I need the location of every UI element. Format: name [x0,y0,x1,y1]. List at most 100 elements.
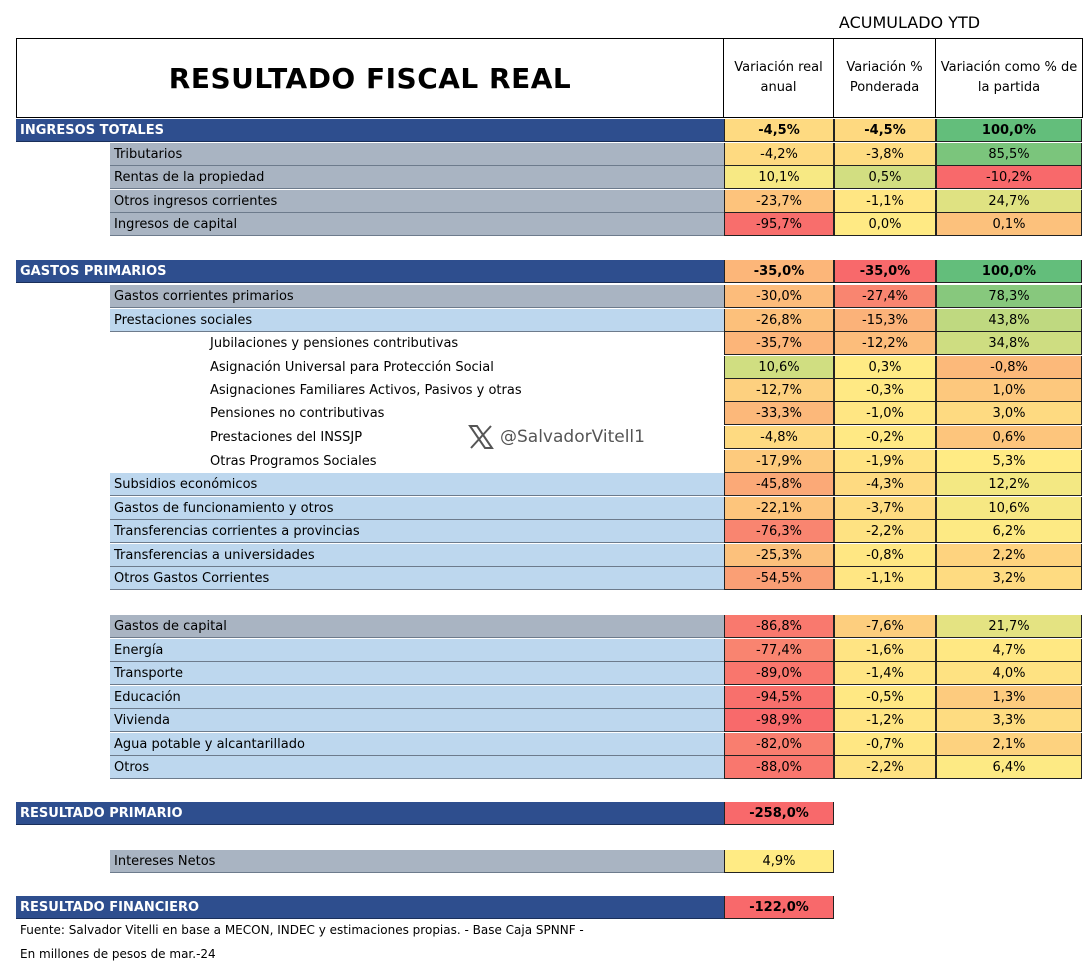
row-label: Intereses Netos [110,850,724,873]
table-row: Rentas de la propiedad 10,1% 0,5% -10,2% [0,166,1088,189]
table-row: Asignación Universal para Protección Soc… [0,356,1088,379]
value-weighted: -4,5% [834,119,936,142]
table-row: Gastos de funcionamiento y otros -22,1% -3… [0,497,1088,520]
value-weighted: -3,7% [834,497,936,520]
table-row: Gastos corrientes primarios -30,0% -27,4% 7… [0,285,1088,308]
value-weighted: -1,0% [834,402,936,425]
value-real-annual: -82,0% [724,733,834,756]
row-label: Vivienda [110,709,724,732]
value-real-annual: -12,7% [724,379,834,402]
page-title: RESULTADO FISCAL REAL [16,38,724,118]
table-row: INGRESOS TOTALES -4,5% -4,5% 100,0% [0,119,1088,142]
value-weighted: -1,4% [834,662,936,685]
value-weighted: -35,0% [834,260,936,283]
value-real-annual: -33,3% [724,402,834,425]
table-row: Otras Programos Sociales -17,9% -1,9% 5,3% [0,450,1088,473]
value-weighted: -0,8% [834,544,936,567]
row-label: INGRESOS TOTALES [16,119,724,142]
row-label: Transferencias corrientes a provincias [110,520,724,543]
value-real-annual: -26,8% [724,309,834,332]
table-row: RESULTADO FINANCIERO -122,0% [0,896,1088,919]
table-row: Asignaciones Familiares Activos, Pasivos… [0,379,1088,402]
value-real-annual: -17,9% [724,450,834,473]
row-label: Otros ingresos corrientes [110,190,724,213]
value-weighted: -15,3% [834,309,936,332]
value-weighted: 0,3% [834,356,936,379]
value-share: 2,2% [936,544,1082,567]
row-label: Tributarios [110,143,724,166]
value-weighted: -1,1% [834,190,936,213]
table-row: Prestaciones sociales -26,8% -15,3% 43,8% [0,309,1088,332]
value-share: 0,1% [936,213,1082,236]
value-share: 10,6% [936,497,1082,520]
value-share: 100,0% [936,119,1082,142]
row-label: Jubilaciones y pensiones contributivas [206,332,724,355]
row-label: Otros Gastos Corrientes [110,567,724,590]
row-label: Gastos de funcionamiento y otros [110,497,724,520]
row-label: Pensiones no contributivas [206,402,724,425]
value-share: 78,3% [936,285,1082,308]
value-real-annual: -94,5% [724,686,834,709]
value-weighted: -12,2% [834,332,936,355]
value-weighted: -1,6% [834,639,936,662]
column-header-share: Variación como % de la partida [935,38,1083,118]
row-label: GASTOS PRIMARIOS [16,260,724,283]
value-share: 3,2% [936,567,1082,590]
value-weighted: -1,9% [834,450,936,473]
row-label: Subsidios económicos [110,473,724,496]
value-weighted: 0,0% [834,213,936,236]
table-row: Prestaciones del INSSJP -4,8% -0,2% 0,6% [0,426,1088,449]
row-label: Gastos de capital [110,615,724,638]
value-weighted: -0,7% [834,733,936,756]
value-real-annual: -45,8% [724,473,834,496]
table-row: Energía -77,4% -1,6% 4,7% [0,639,1088,662]
value-share: 0,6% [936,426,1082,449]
value-weighted: -7,6% [834,615,936,638]
value-real-annual: -88,0% [724,756,834,779]
table-row: Subsidios económicos -45,8% -4,3% 12,2% [0,473,1088,496]
table-row: Transferencias corrientes a provincias -7… [0,520,1088,543]
value-real-annual: -77,4% [724,639,834,662]
accumulated-ytd-label: ACUMULADO YTD [838,13,981,32]
table-row: RESULTADO PRIMARIO -258,0% [0,802,1088,825]
value-weighted: -0,2% [834,426,936,449]
value-real-annual: -86,8% [724,615,834,638]
watermark: @SalvadorVitell1 [468,425,645,449]
x-logo-icon [468,425,494,449]
row-label: Rentas de la propiedad [110,166,724,189]
value-share: 6,4% [936,756,1082,779]
table-row: Ingresos de capital -95,7% 0,0% 0,1% [0,213,1088,236]
watermark-handle: @SalvadorVitell1 [500,427,645,447]
value-weighted: -2,2% [834,520,936,543]
value-share: 43,8% [936,309,1082,332]
row-label: Otros [110,756,724,779]
value-weighted: -0,3% [834,379,936,402]
row-label: Transferencias a universidades [110,544,724,567]
value-weighted: -3,8% [834,143,936,166]
value-real-annual: 4,9% [724,850,834,873]
value-real-annual: -76,3% [724,520,834,543]
value-share: 34,8% [936,332,1082,355]
value-share: 21,7% [936,615,1082,638]
row-label: RESULTADO PRIMARIO [16,802,724,825]
row-label: Prestaciones sociales [110,309,724,332]
value-real-annual: 10,6% [724,356,834,379]
value-share: 3,0% [936,402,1082,425]
value-real-annual: -23,7% [724,190,834,213]
value-real-annual: -89,0% [724,662,834,685]
value-weighted: -0,5% [834,686,936,709]
value-share: 4,7% [936,639,1082,662]
footer-units: En millones de pesos de mar.-24 [20,947,216,961]
row-label: Energía [110,639,724,662]
value-real-annual: 10,1% [724,166,834,189]
value-share: 85,5% [936,143,1082,166]
table-row: Vivienda -98,9% -1,2% 3,3% [0,709,1088,732]
value-weighted: -2,2% [834,756,936,779]
table-row: Transferencias a universidades -25,3% -0,8… [0,544,1088,567]
value-real-annual: -22,1% [724,497,834,520]
value-share: 3,3% [936,709,1082,732]
row-label: RESULTADO FINANCIERO [16,896,724,919]
table-row: Intereses Netos 4,9% [0,850,1088,873]
row-label: Transporte [110,662,724,685]
value-weighted: -27,4% [834,285,936,308]
